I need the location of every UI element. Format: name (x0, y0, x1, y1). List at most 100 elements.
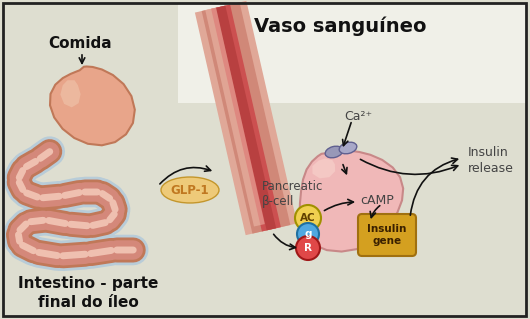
FancyArrowPatch shape (65, 193, 80, 196)
Text: GLP-1: GLP-1 (171, 184, 209, 197)
FancyArrowPatch shape (22, 245, 33, 251)
FancyArrowPatch shape (19, 235, 20, 241)
FancyArrowPatch shape (93, 223, 105, 226)
FancyArrowPatch shape (93, 223, 105, 226)
FancyArrowPatch shape (39, 252, 57, 256)
FancyArrowPatch shape (113, 203, 115, 209)
Text: AC: AC (300, 213, 316, 223)
FancyArrowPatch shape (26, 161, 36, 167)
FancyArrowPatch shape (39, 252, 57, 256)
FancyArrowPatch shape (49, 220, 65, 224)
FancyArrowPatch shape (210, 9, 259, 225)
FancyArrowPatch shape (220, 7, 271, 229)
FancyArrowPatch shape (43, 196, 59, 198)
FancyArrowPatch shape (19, 170, 23, 177)
Ellipse shape (161, 177, 219, 203)
FancyArrowPatch shape (19, 182, 23, 189)
FancyArrowPatch shape (63, 254, 85, 256)
FancyArrowPatch shape (20, 224, 26, 230)
FancyArrowPatch shape (49, 220, 65, 224)
FancyArrowPatch shape (65, 193, 80, 196)
FancyArrowPatch shape (19, 182, 23, 189)
FancyArrowPatch shape (39, 252, 57, 256)
FancyArrowPatch shape (20, 224, 26, 230)
FancyArrowPatch shape (40, 152, 50, 159)
FancyArrowPatch shape (22, 245, 33, 251)
Text: cAMP: cAMP (360, 194, 394, 206)
FancyBboxPatch shape (178, 3, 527, 103)
FancyArrowPatch shape (26, 193, 38, 197)
FancyArrowPatch shape (20, 224, 26, 230)
FancyArrowPatch shape (43, 196, 59, 198)
Text: Ca²⁺: Ca²⁺ (344, 109, 372, 122)
FancyArrowPatch shape (22, 245, 33, 251)
FancyArrowPatch shape (91, 250, 111, 254)
Text: Insulin
gene: Insulin gene (367, 224, 407, 246)
FancyArrowPatch shape (19, 182, 23, 189)
FancyArrowPatch shape (220, 7, 271, 229)
FancyArrowPatch shape (91, 250, 111, 254)
FancyArrowPatch shape (220, 7, 271, 229)
Polygon shape (60, 80, 81, 108)
FancyArrowPatch shape (22, 245, 33, 251)
FancyArrowPatch shape (39, 252, 57, 256)
FancyArrowPatch shape (102, 194, 110, 198)
FancyArrowPatch shape (110, 214, 114, 220)
Polygon shape (50, 66, 135, 145)
FancyArrowPatch shape (26, 193, 38, 197)
FancyArrowPatch shape (113, 203, 115, 209)
Ellipse shape (339, 142, 357, 154)
Text: Intestino - parte
final do íleo: Intestino - parte final do íleo (18, 276, 158, 310)
FancyArrowPatch shape (31, 220, 43, 222)
FancyArrowPatch shape (65, 193, 80, 196)
FancyBboxPatch shape (358, 214, 416, 256)
FancyArrowPatch shape (19, 170, 23, 177)
FancyArrowPatch shape (93, 223, 105, 226)
FancyArrowPatch shape (65, 193, 80, 196)
FancyArrowPatch shape (40, 152, 50, 159)
FancyArrowPatch shape (110, 214, 114, 220)
Ellipse shape (325, 146, 343, 158)
Text: Pancreatic
β-cell: Pancreatic β-cell (262, 180, 323, 209)
Circle shape (297, 223, 319, 245)
FancyArrowPatch shape (63, 254, 85, 256)
FancyArrowPatch shape (113, 203, 115, 209)
FancyArrowPatch shape (71, 224, 87, 226)
Polygon shape (299, 151, 403, 252)
FancyArrowPatch shape (71, 224, 87, 226)
FancyArrowPatch shape (43, 196, 59, 198)
FancyArrowPatch shape (31, 220, 43, 222)
FancyArrowPatch shape (43, 196, 59, 198)
FancyArrowPatch shape (26, 161, 36, 167)
FancyArrowPatch shape (102, 194, 110, 198)
FancyArrowPatch shape (63, 254, 85, 256)
FancyArrowPatch shape (71, 224, 87, 226)
FancyArrowPatch shape (31, 220, 43, 222)
FancyArrowPatch shape (19, 182, 23, 189)
FancyArrowPatch shape (26, 161, 36, 167)
FancyArrowPatch shape (19, 235, 20, 241)
FancyArrowPatch shape (91, 250, 111, 254)
FancyArrowPatch shape (40, 152, 50, 159)
FancyArrowPatch shape (113, 203, 115, 209)
Text: R: R (304, 243, 312, 253)
Circle shape (296, 236, 320, 260)
FancyArrowPatch shape (26, 193, 38, 197)
FancyArrowPatch shape (71, 224, 87, 226)
FancyArrowPatch shape (19, 170, 23, 177)
FancyArrowPatch shape (49, 220, 65, 224)
FancyArrowPatch shape (91, 250, 111, 254)
Polygon shape (312, 159, 335, 178)
FancyArrowPatch shape (102, 194, 110, 198)
FancyArrowPatch shape (19, 235, 20, 241)
Text: Insulin
release: Insulin release (468, 145, 514, 174)
FancyArrowPatch shape (110, 214, 114, 220)
FancyArrowPatch shape (31, 220, 43, 222)
FancyArrowPatch shape (102, 194, 110, 198)
FancyArrowPatch shape (110, 214, 114, 220)
FancyArrowPatch shape (93, 223, 105, 226)
FancyArrowPatch shape (63, 254, 85, 256)
FancyArrowPatch shape (19, 170, 23, 177)
Text: g: g (304, 229, 312, 239)
Circle shape (295, 205, 321, 231)
